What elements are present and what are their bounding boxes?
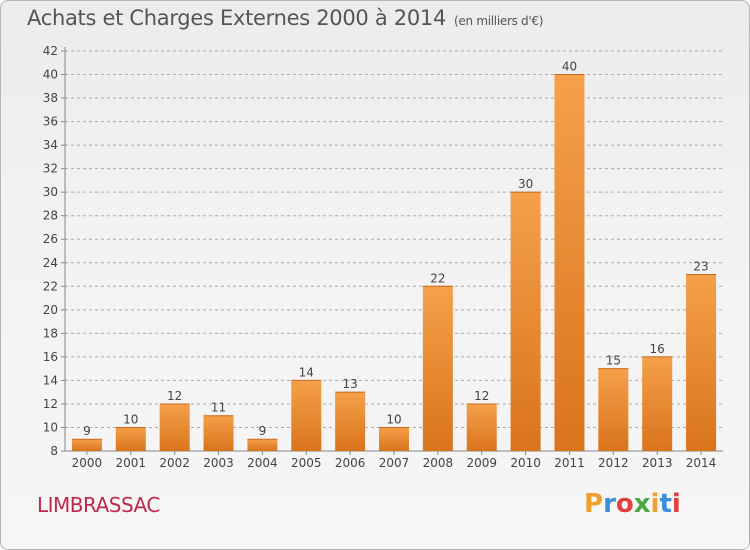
y-tick-label: 16 xyxy=(43,350,58,364)
y-tick-label: 30 xyxy=(43,185,58,199)
bar-value-label: 23 xyxy=(693,260,708,274)
logo-letter: i xyxy=(671,489,681,519)
bar xyxy=(203,415,234,451)
bar-value-label: 14 xyxy=(299,365,314,379)
y-tick-label: 20 xyxy=(43,303,58,317)
y-tick-label: 28 xyxy=(43,209,58,223)
bar xyxy=(379,427,409,451)
bar xyxy=(291,380,322,451)
logo-letter: x xyxy=(633,489,651,519)
bar-value-label: 13 xyxy=(342,377,357,391)
bar xyxy=(510,192,541,452)
bar xyxy=(466,403,497,451)
proxiti-logo: Proxiti xyxy=(584,489,681,519)
x-tick-label: 2003 xyxy=(203,456,234,470)
y-tick-label: 34 xyxy=(43,138,58,152)
y-tick-label: 10 xyxy=(43,420,58,434)
bar-value-label: 40 xyxy=(562,60,577,74)
y-tick-label: 26 xyxy=(43,232,58,246)
bar xyxy=(335,392,366,451)
bar-value-label: 9 xyxy=(83,424,91,438)
chart-title: Achats et Charges Externes 2000 à 2014 (e… xyxy=(27,6,543,30)
y-tick-label: 22 xyxy=(43,279,58,293)
x-tick-label: 2008 xyxy=(423,456,454,470)
y-tick-label: 38 xyxy=(43,91,58,105)
x-tick-label: 2004 xyxy=(247,456,278,470)
y-tick-label: 32 xyxy=(43,162,58,176)
x-tick-label: 2010 xyxy=(510,456,541,470)
x-tick-label: 2001 xyxy=(116,456,147,470)
x-tick-label: 2005 xyxy=(291,456,322,470)
bar xyxy=(115,427,146,451)
bar-value-label: 15 xyxy=(606,354,621,368)
y-tick-label: 36 xyxy=(43,115,58,129)
x-tick-label: 2011 xyxy=(554,456,585,470)
x-tick-label: 2006 xyxy=(335,456,366,470)
logo-letter: o xyxy=(615,489,634,519)
logo-letter: i xyxy=(650,489,660,519)
bar-value-label: 10 xyxy=(386,412,401,426)
bar-value-label: 22 xyxy=(430,271,445,285)
logo-letter: t xyxy=(659,489,672,519)
x-tick-label: 2009 xyxy=(466,456,497,470)
y-tick-label: 40 xyxy=(43,68,58,82)
bar xyxy=(159,403,190,451)
x-tick-label: 2013 xyxy=(642,456,673,470)
y-tick-label: 12 xyxy=(43,397,58,411)
bar xyxy=(71,439,102,451)
x-tick-label: 2012 xyxy=(598,456,629,470)
y-tick-label: 18 xyxy=(43,326,58,340)
chart-title-text: Achats et Charges Externes 2000 à 2014 xyxy=(27,6,447,30)
bar xyxy=(686,274,717,451)
bar-value-label: 30 xyxy=(518,177,533,191)
y-tick-label: 14 xyxy=(43,373,58,387)
bar-value-label: 12 xyxy=(474,389,489,403)
x-tick-label: 2000 xyxy=(72,456,103,470)
bar-value-label: 11 xyxy=(211,401,226,415)
x-tick-label: 2002 xyxy=(159,456,190,470)
x-tick-label: 2007 xyxy=(379,456,410,470)
y-tick-label: 42 xyxy=(43,44,58,58)
y-tick-label: 8 xyxy=(50,444,58,458)
logo-letter: r xyxy=(603,489,616,519)
bar xyxy=(642,356,673,451)
x-tick-label: 2014 xyxy=(686,456,717,470)
bar xyxy=(247,439,278,451)
bar xyxy=(422,286,453,451)
chart-unit: (en milliers d'€) xyxy=(454,14,544,28)
logo-letter: P xyxy=(584,489,604,519)
bar-value-label: 12 xyxy=(167,389,182,403)
y-tick-label: 24 xyxy=(43,256,58,270)
bar xyxy=(554,74,585,451)
bar xyxy=(598,368,629,451)
bar-value-label: 9 xyxy=(259,424,267,438)
bar-value-label: 10 xyxy=(123,412,138,426)
commune-name: LIMBRASSAC xyxy=(37,493,160,517)
bar-value-label: 16 xyxy=(650,342,665,356)
